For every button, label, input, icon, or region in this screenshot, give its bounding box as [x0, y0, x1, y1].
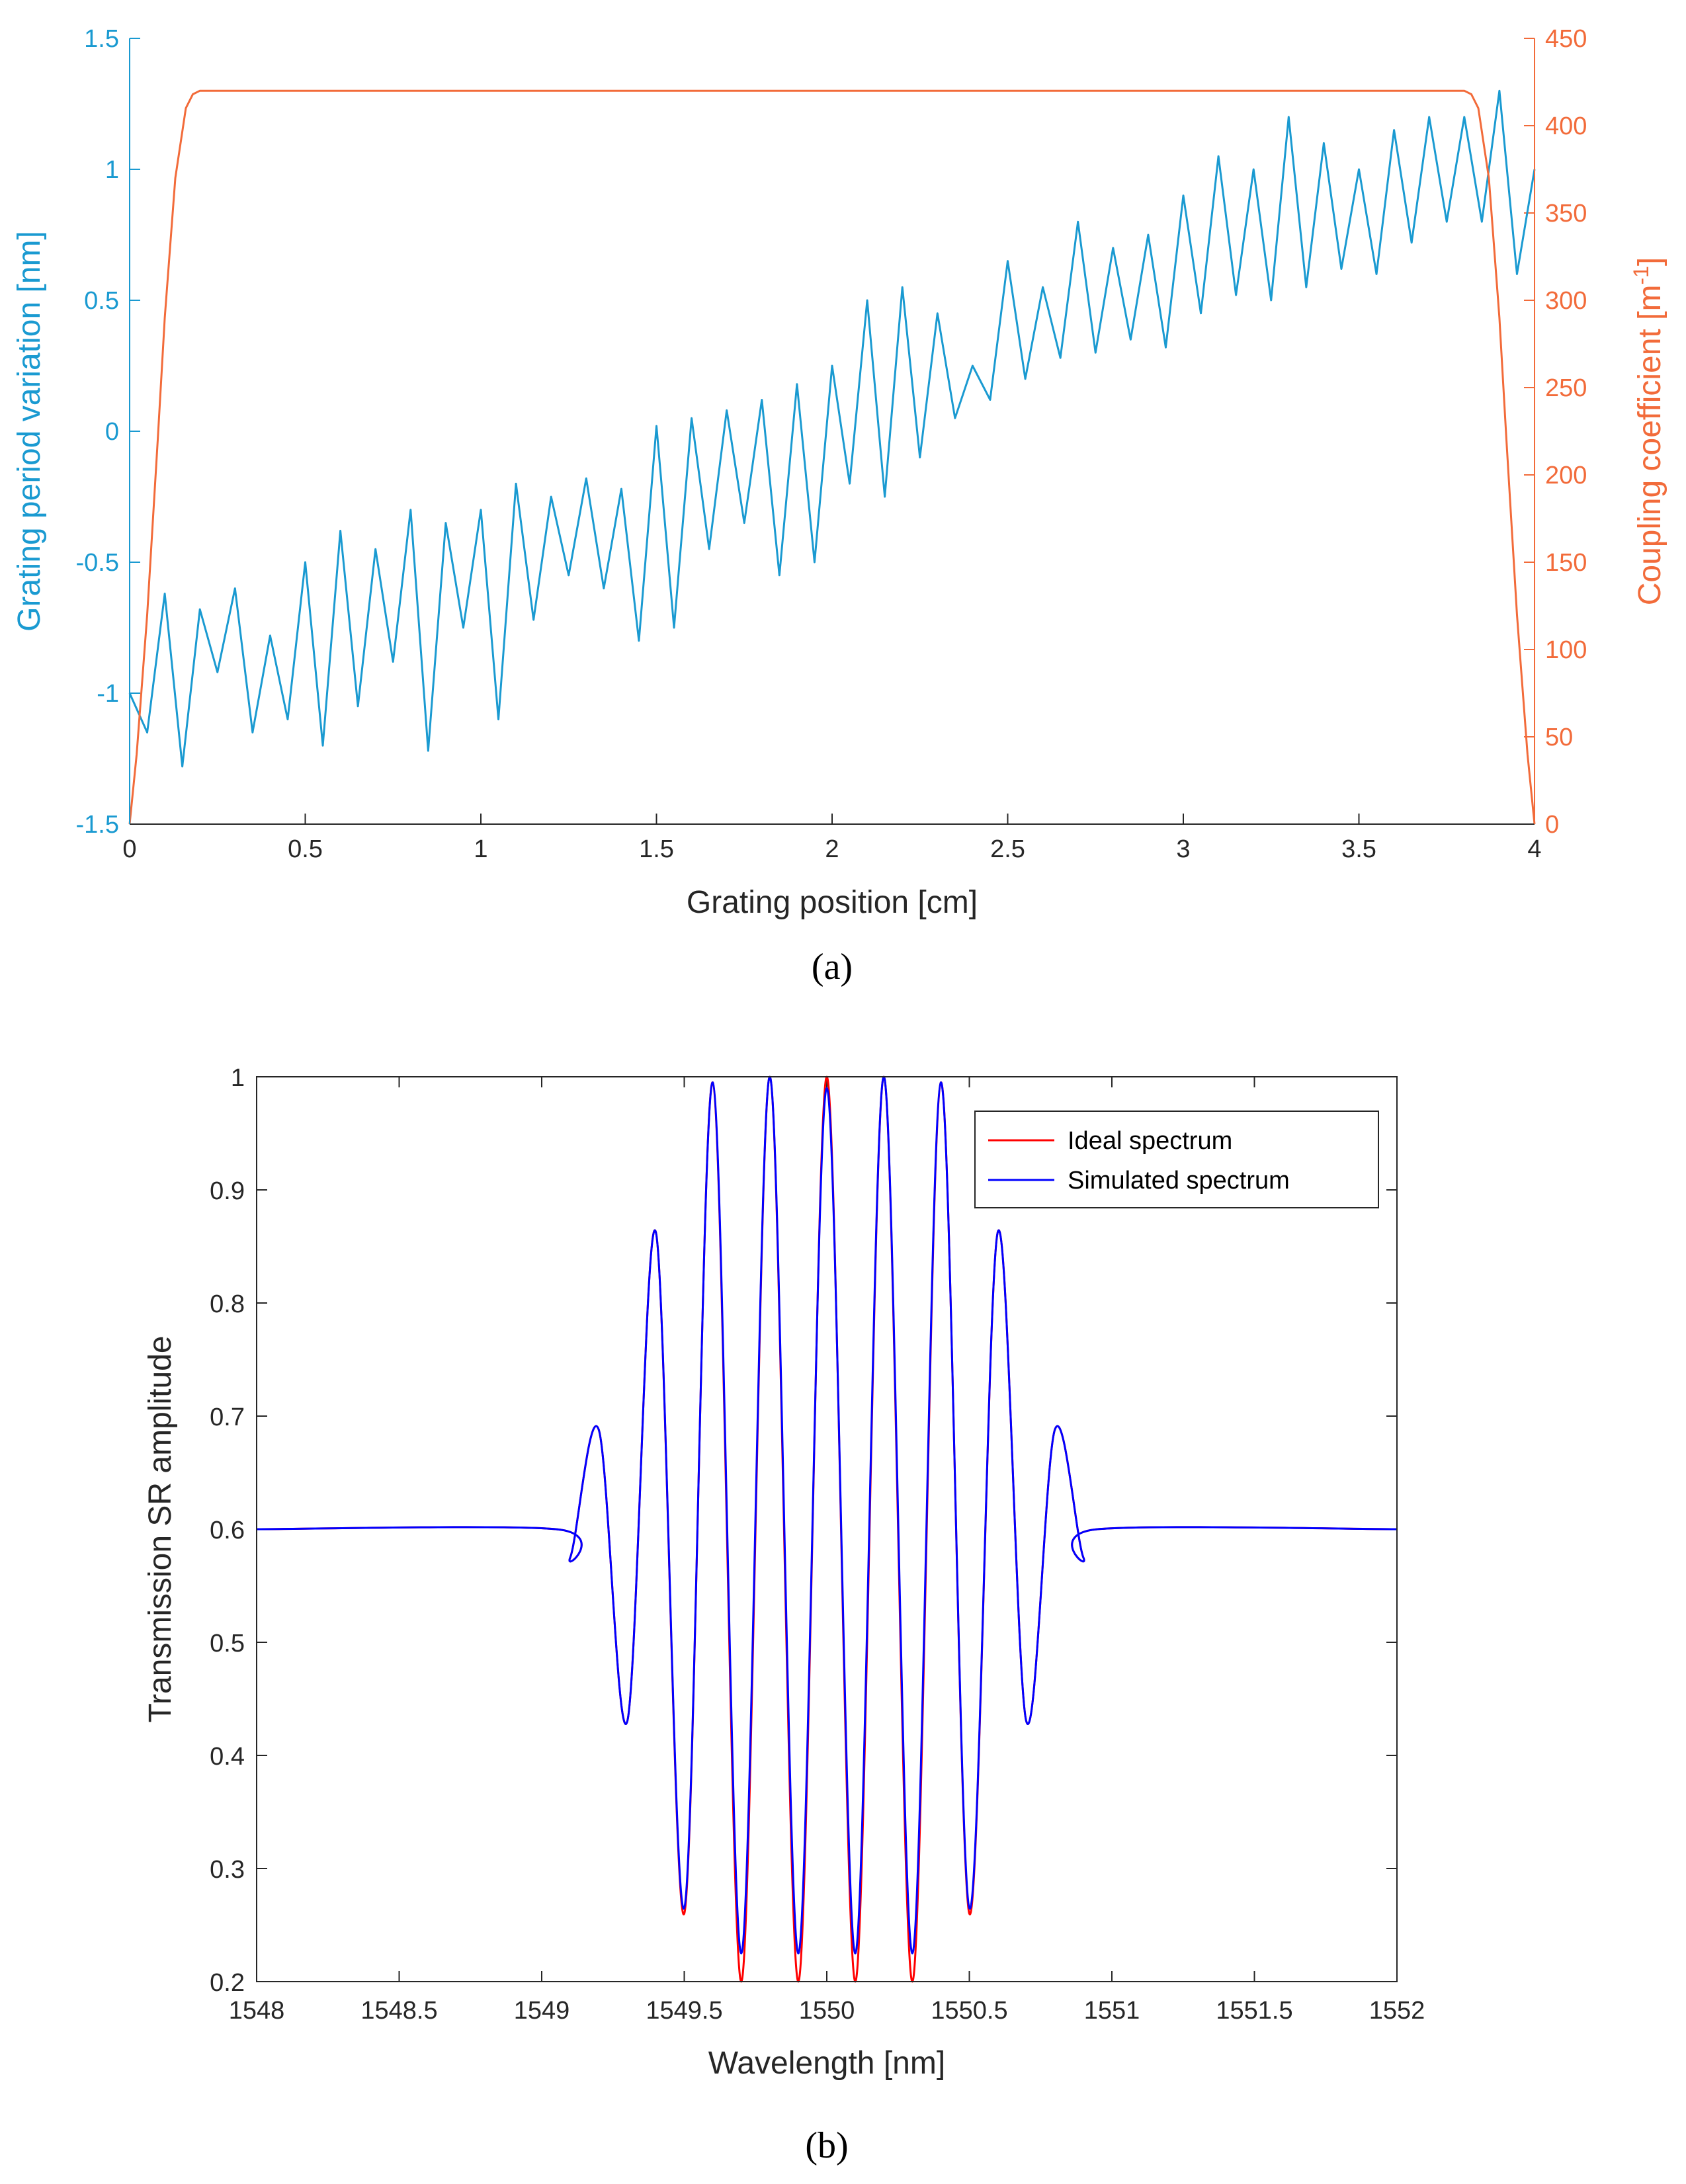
panel-b-x-tick-label: 1549.5	[646, 1997, 722, 2025]
legend-entry-simulated: Simulated spectrum	[1068, 1167, 1290, 1195]
panel-a-x-tick-label: 2.5	[990, 835, 1025, 863]
panel-a-x-ticks: 0 0.5 1 1.5 2 2.5 3 3.5 4	[122, 814, 1542, 863]
panel-a-x-tick-label: 1.5	[639, 835, 674, 863]
panel-a-x-tick-label: 0	[122, 835, 136, 863]
panel-a-ylabel-right-base: Coupling coefficient [m	[1632, 285, 1667, 606]
panel-a-x-tick-label: 4	[1527, 835, 1541, 863]
panel-a-y-right-tick-label: 100	[1545, 636, 1587, 664]
panel-b-legend: Ideal spectrum Simulated spectrum	[974, 1111, 1379, 1208]
panel-a-y-right-tick-label: 200	[1545, 462, 1587, 489]
panel-b-y-tick-label: 0.7	[210, 1404, 245, 1431]
legend-box	[974, 1111, 1379, 1208]
panel-a-y-left-ticks: -1.5 -1 -0.5 0 0.5 1 1.5	[76, 25, 140, 839]
panel-b-label: (b)	[805, 2125, 848, 2166]
panel-b: 1548 1548.5 1549 1549.5 1550 1550.5 1551 1551.5…	[143, 1064, 1425, 2166]
panel-b-x-tick-label: 1550	[799, 1997, 855, 2025]
panel-b-y-tick-label: 0.6	[210, 1517, 245, 1544]
panel-b-y-tick-label: 0.4	[210, 1743, 245, 1771]
panel-a-y-right-tick-label: 50	[1545, 724, 1573, 751]
panel-b-ylabel: Transmission SR amplitude	[143, 1335, 178, 1722]
panel-b-xlabel: Wavelength [nm]	[708, 2046, 945, 2081]
panel-a-y-left-tick-label: -1.5	[76, 811, 119, 839]
panel-b-x-tick-label: 1551	[1084, 1997, 1140, 2025]
panel-b-y-tick-label: 0.2	[210, 1969, 245, 1997]
panel-b-y-tick-label: 1	[231, 1064, 245, 1092]
panel-a-y-left-tick-label: 1	[105, 156, 119, 184]
grating-period-variation-line	[128, 89, 1536, 768]
panel-a-y-right-tick-label: 150	[1545, 549, 1587, 577]
panel-b-y-tick-label: 0.9	[210, 1177, 245, 1205]
panel-a-x-tick-label: 3	[1176, 835, 1190, 863]
panel-a-y-right-ticks: 0 50 100 150 200 250 300 350 400 450	[1524, 25, 1587, 839]
panel-b-y-tick-label: 0.3	[210, 1856, 245, 1884]
panel-a-y-right-tick-label: 0	[1545, 811, 1559, 839]
panel-b-x-tick-label: 1550.5	[931, 1997, 1007, 2025]
simulated-spectrum-line	[256, 1075, 1398, 1954]
legend-entry-ideal: Ideal spectrum	[1068, 1127, 1232, 1155]
panel-b-x-tick-label: 1548	[229, 1997, 285, 2025]
panel-a-x-tick-label: 2	[825, 835, 839, 863]
panel-b-frame	[256, 1076, 1398, 1982]
panel-b-x-tick-label: 1548.5	[360, 1997, 437, 2025]
panel-a-y-left-tick-label: -1	[97, 680, 119, 708]
panel-b-x-ticks: 1548 1548.5 1549 1549.5 1550 1550.5 1551 1551.5…	[229, 1077, 1425, 2025]
panel-b-y-tick-label: 0.8	[210, 1290, 245, 1318]
panel-b-plot-area	[257, 1077, 1397, 1982]
panel-b-y-ticks: 0.2 0.3 0.4 0.5 0.6 0.7 0.8 0.9 1	[210, 1064, 1397, 1997]
panel-a: 0 0.5 1 1.5 2 2.5 3 3.5 4 -1.5 -1 -0.5 0 0.5 1 1.5 0 50…	[12, 25, 1667, 987]
panel-a-xlabel: Grating position [cm]	[687, 885, 978, 920]
panel-a-y-right-tick-label: 400	[1545, 112, 1587, 140]
panel-a-y-left-tick-label: 1.5	[84, 25, 119, 53]
panel-b-x-tick-label: 1549	[514, 1997, 570, 2025]
panel-a-y-right-tick-label: 450	[1545, 25, 1587, 53]
panel-a-lines	[128, 89, 1536, 825]
panel-a-ylabel-left: Grating period variation [nm]	[12, 231, 47, 632]
panel-a-y-right-tick-label: 250	[1545, 374, 1587, 402]
panel-a-x-tick-label: 1	[474, 835, 487, 863]
panel-a-ylabel-right-sup: -1	[1629, 266, 1653, 284]
panel-a-y-right-tick-label: 350	[1545, 200, 1587, 228]
panel-b-x-tick-label: 1551.5	[1216, 1997, 1292, 2025]
panel-b-x-tick-label: 1552	[1369, 1997, 1425, 2025]
panel-a-x-tick-label: 0.5	[288, 835, 323, 863]
panel-a-y-right-tick-label: 300	[1545, 287, 1587, 315]
panel-a-label: (a)	[812, 946, 853, 987]
panel-a-y-left-tick-label: -0.5	[76, 549, 119, 577]
panel-a-y-left-tick-label: 0.5	[84, 287, 119, 315]
panel-a-plot-area	[130, 38, 1535, 824]
panel-a-ylabel-right-end: ]	[1632, 257, 1667, 266]
panel-b-y-tick-label: 0.5	[210, 1630, 245, 1658]
panel-a-y-left-tick-label: 0	[105, 418, 119, 446]
panel-a-ylabel-right: Coupling coefficient [m-1]	[1629, 257, 1667, 606]
panel-a-x-tick-label: 3.5	[1341, 835, 1376, 863]
coupling-coefficient-line	[128, 89, 1536, 825]
